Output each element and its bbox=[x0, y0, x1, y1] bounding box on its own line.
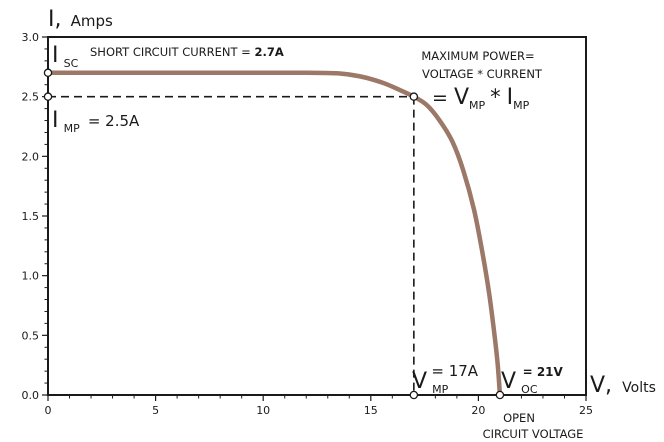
point-voc bbox=[495, 390, 505, 400]
x-tick-label: 0 bbox=[45, 404, 52, 417]
isc-symbol: I bbox=[52, 43, 59, 68]
vmp-subscript: MP bbox=[432, 383, 448, 396]
voc-label: V OC = 21V bbox=[501, 365, 564, 397]
max-power-guides bbox=[48, 95, 415, 395]
voc-symbol: V bbox=[501, 369, 516, 394]
x-tick-label: 10 bbox=[256, 404, 270, 417]
open-circuit-line1: OPEN bbox=[503, 411, 535, 425]
point-vmp bbox=[409, 390, 419, 400]
isc-value: 2.7A bbox=[254, 45, 283, 59]
plot-frame bbox=[47, 36, 587, 396]
mp-eq-v-sub: MP bbox=[469, 99, 485, 112]
voc-subscript: OC bbox=[521, 383, 538, 396]
y-tick-label: 3.0 bbox=[22, 31, 40, 44]
x-tick-label: 15 bbox=[364, 404, 378, 417]
mp-eq-i: I bbox=[507, 85, 514, 110]
x-axis-symbol: V, bbox=[590, 373, 612, 398]
x-tick-label: 20 bbox=[471, 404, 485, 417]
axis-ticks: 0 5 10 15 20 25 0.0 0.5 1.0 1.5 2.0 2.5 3.0 bbox=[22, 31, 594, 417]
x-tick-label: 5 bbox=[152, 404, 159, 417]
mp-eq-mult: * bbox=[490, 85, 501, 109]
isc-subscript: SC bbox=[64, 57, 79, 70]
y-tick-label: 0.5 bbox=[22, 329, 40, 342]
imp-symbol: I bbox=[52, 108, 59, 133]
iv-curve-line bbox=[45, 70, 503, 398]
isc-label: I SC bbox=[52, 43, 79, 70]
vmp-symbol: V bbox=[412, 369, 427, 394]
mp-eq-prefix: = bbox=[432, 87, 454, 109]
vmp-label: V MP = 17A bbox=[412, 362, 479, 397]
x-axis-label: V, Volts bbox=[590, 373, 656, 398]
voc-value: = 21V bbox=[523, 365, 564, 379]
imp-subscript: MP bbox=[64, 122, 80, 135]
point-mpp bbox=[409, 92, 419, 101]
point-isc bbox=[43, 68, 53, 78]
y-tick-label: 2.0 bbox=[22, 150, 40, 163]
imp-value: = 2.5A bbox=[88, 112, 140, 130]
x-tick-label: 25 bbox=[579, 404, 593, 417]
isc-description: SHORT CIRCUIT CURRENT = 2.7A bbox=[90, 45, 284, 59]
curve-layer bbox=[45, 70, 503, 398]
imp-label: I MP = 2.5A bbox=[52, 108, 140, 136]
mp-eq-v: V bbox=[454, 85, 469, 110]
y-tick-label: 1.0 bbox=[22, 270, 40, 283]
max-power-line2: VOLTAGE * CURRENT bbox=[422, 67, 543, 81]
y-axis-unit: Amps bbox=[71, 12, 113, 30]
isc-text: SHORT CIRCUIT CURRENT = bbox=[90, 45, 254, 59]
y-tick-label: 0.0 bbox=[22, 389, 40, 402]
point-imp bbox=[43, 92, 53, 101]
open-circuit-line2: CIRCUIT VOLTAGE bbox=[483, 427, 584, 441]
x-axis-unit: Volts bbox=[622, 380, 656, 396]
y-tick-label: 2.5 bbox=[22, 91, 40, 104]
max-power-line1: MAXIMUM POWER= bbox=[421, 49, 534, 63]
max-power-equation: = VMP * IMP bbox=[432, 85, 530, 112]
vmp-value: = 17A bbox=[431, 362, 478, 380]
y-tick-label: 1.5 bbox=[22, 210, 40, 223]
mp-eq-i-sub: MP bbox=[513, 99, 529, 112]
key-points bbox=[43, 68, 505, 400]
y-axis-label: I, Amps bbox=[48, 7, 113, 32]
y-axis-symbol: I, bbox=[48, 7, 61, 32]
